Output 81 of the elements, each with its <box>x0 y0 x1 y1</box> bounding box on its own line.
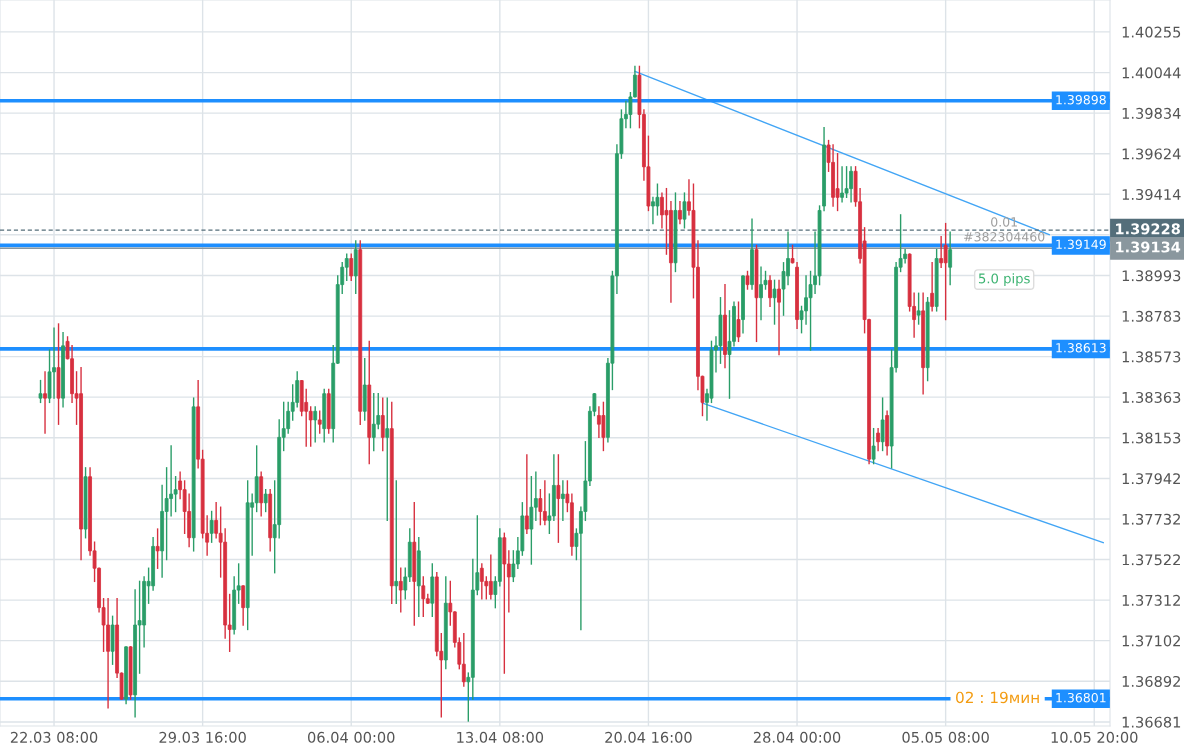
candlestick <box>313 406 318 443</box>
candlestick <box>930 262 935 312</box>
candlestick <box>43 371 47 434</box>
candlestick <box>511 550 516 583</box>
candlestick <box>542 480 547 526</box>
ref-line-label: 1.39228 <box>1116 223 1180 235</box>
candlestick <box>385 397 390 522</box>
annotation: 0.01 <box>991 217 1017 227</box>
x-tick-label: 28.04 00:00 <box>753 731 841 743</box>
x-tick-label: 13.04 08:00 <box>457 731 544 743</box>
y-tick-label: 1.37522 <box>1122 554 1180 566</box>
y-tick-label: 1.37942 <box>1122 473 1180 485</box>
y-tick-label: 1.37312 <box>1122 594 1180 606</box>
annotation: #382304460 <box>964 232 1045 242</box>
candlestick <box>601 401 606 452</box>
annotation: 5.0 pips <box>978 273 1030 286</box>
candlestick <box>209 510 214 543</box>
candlestick <box>308 406 313 447</box>
candlestick <box>880 397 885 452</box>
candlestick <box>349 253 354 282</box>
x-tick-label: 20.04 16:00 <box>605 731 692 743</box>
candlestick <box>38 379 43 404</box>
candlestick <box>398 567 403 613</box>
candlestick <box>214 502 219 539</box>
x-tick-label: 06.04 00:00 <box>307 731 395 743</box>
candlestick <box>421 576 426 618</box>
y-tick-label: 1.37732 <box>1122 513 1180 525</box>
y-tick-label: 1.37102 <box>1122 635 1180 647</box>
x-tick-label: 10.05 20:00 <box>1051 731 1138 743</box>
candlestick <box>777 279 781 356</box>
candlestick <box>524 454 529 534</box>
ref-line-label: 1.39134 <box>1116 241 1181 253</box>
y-tick-label: 1.39414 <box>1122 188 1181 200</box>
candlestick <box>556 454 561 543</box>
candlestick <box>916 292 921 325</box>
candlestick <box>479 563 484 600</box>
candlestick <box>736 301 741 343</box>
candlestick <box>835 153 840 212</box>
annotation: 02 : 19мин <box>956 691 1039 704</box>
y-tick-label: 1.38153 <box>1122 432 1181 444</box>
x-tick-label: 22.03 08:00 <box>10 731 98 743</box>
candlestick <box>488 554 493 600</box>
y-tick-label: 1.38573 <box>1122 351 1181 363</box>
candlestick <box>943 222 948 321</box>
candlestick <box>371 393 376 452</box>
y-tick-label: 1.40255 <box>1122 26 1181 38</box>
ref-line-label: 1.39149 <box>1056 239 1106 250</box>
candlestick <box>344 253 349 282</box>
candlestick <box>876 427 880 452</box>
ref-line-label: 1.38613 <box>1056 343 1106 353</box>
y-tick-label: 1.36892 <box>1122 675 1180 687</box>
candlestick <box>380 397 385 452</box>
candlestick <box>844 166 849 199</box>
y-tick-label: 1.40044 <box>1122 67 1181 79</box>
candlestick <box>939 236 944 268</box>
candlestick <box>678 201 682 225</box>
x-tick-label: 29.03 16:00 <box>159 731 246 743</box>
y-tick-label: 1.36681 <box>1122 716 1181 728</box>
y-tick-label: 1.38993 <box>1122 270 1181 282</box>
y-tick-label: 1.39624 <box>1122 148 1181 160</box>
candlestick <box>560 480 565 522</box>
candlestick <box>768 275 772 308</box>
candlestick <box>295 371 300 408</box>
candlestick <box>263 488 268 513</box>
candlestick <box>871 427 876 465</box>
candlestick <box>241 585 246 626</box>
candlestick <box>286 401 291 434</box>
y-tick-label: 1.38783 <box>1122 310 1181 322</box>
candlestick <box>772 279 777 325</box>
ref-line-label: 1.36801 <box>1056 692 1106 703</box>
y-tick-label: 1.39834 <box>1122 107 1181 119</box>
ref-line-label: 1.39898 <box>1056 94 1106 105</box>
candlestick <box>394 480 399 604</box>
candlestick <box>682 192 687 229</box>
candlestick <box>461 633 466 687</box>
candlestick <box>155 528 160 569</box>
candlestick <box>317 410 322 434</box>
x-tick-label: 05.05 08:00 <box>902 731 989 743</box>
candlestick <box>948 231 953 286</box>
candlestick <box>529 476 534 565</box>
y-tick-label: 1.38363 <box>1122 391 1181 403</box>
